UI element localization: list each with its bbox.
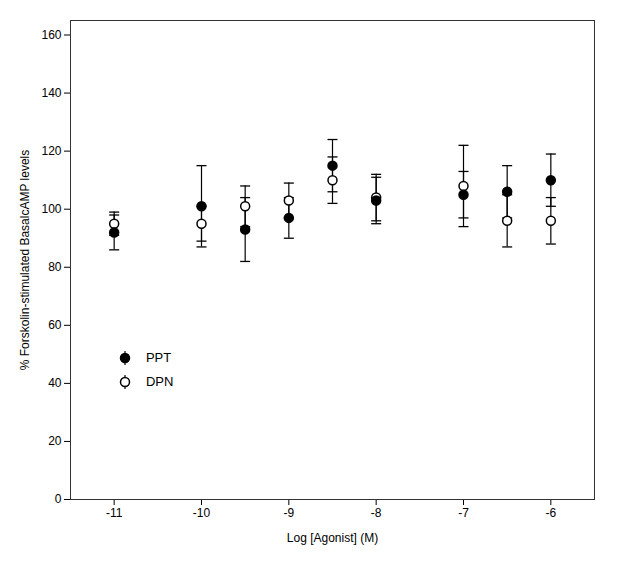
svg-text:% Forskolin-stimulated BasalcA: % Forskolin-stimulated BasalcAMP levels [18, 150, 32, 371]
svg-text:Log [Agonist] (M): Log [Agonist] (M) [287, 531, 378, 545]
svg-text:-10: -10 [193, 506, 211, 520]
svg-text:120: 120 [41, 144, 61, 158]
svg-text:160: 160 [41, 28, 61, 42]
svg-text:-9: -9 [283, 506, 294, 520]
svg-text:-6: -6 [545, 506, 556, 520]
svg-text:100: 100 [41, 202, 61, 216]
svg-text:0: 0 [55, 492, 62, 506]
svg-text:80: 80 [48, 260, 62, 274]
svg-text:60: 60 [48, 318, 62, 332]
svg-text:140: 140 [41, 86, 61, 100]
html-text:DPN: DPN [145, 374, 174, 390]
svg-text:-11: -11 [106, 506, 123, 520]
svg-text:-8: -8 [371, 506, 382, 520]
svg-text:20: 20 [48, 434, 62, 448]
html-text:PPT: PPT [145, 350, 172, 366]
svg-text:40: 40 [48, 376, 62, 390]
svg-text:-7: -7 [458, 506, 469, 520]
